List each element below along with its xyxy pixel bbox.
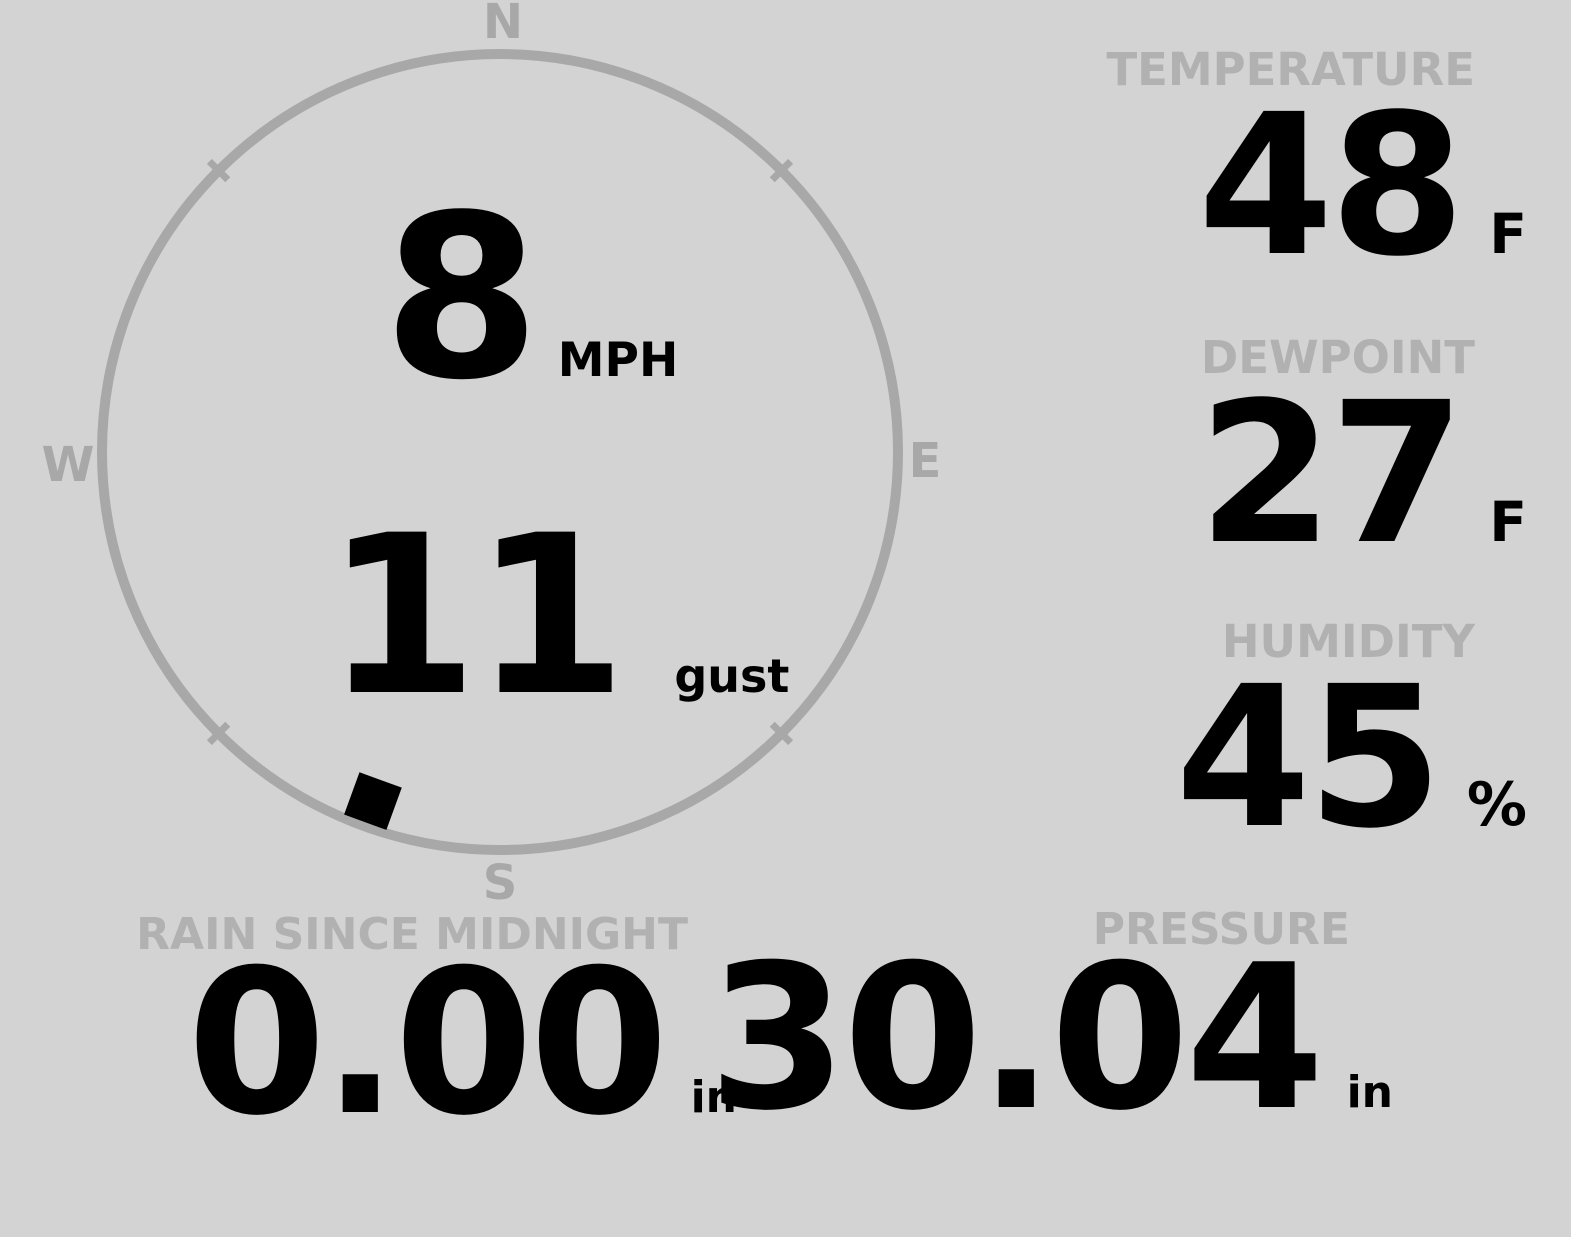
- wind-gust-value: 11: [325, 488, 627, 744]
- metric-pressure-unit: in: [1346, 1067, 1393, 1118]
- compass-label-north: N: [482, 0, 524, 50]
- metric-humidity: HUMIDITY 45%: [1175, 619, 1527, 855]
- wind-speed: 8 MPH: [383, 186, 678, 412]
- compass-tick-ne: [769, 158, 794, 183]
- wind-speed-unit: MPH: [557, 333, 679, 388]
- metric-humidity-value-row: 45%: [1175, 660, 1527, 855]
- metric-pressure-label: PRESSURE: [1092, 904, 1350, 955]
- wind-compass-dial: [97, 49, 903, 855]
- metric-dewpoint: DEWPOINT 27 F: [1198, 335, 1527, 571]
- metric-temperature-value-row: 48 F: [1106, 88, 1527, 283]
- compass-label-south: S: [482, 855, 518, 911]
- metric-temperature-label: TEMPERATURE: [1106, 43, 1475, 96]
- metric-dewpoint-value: 27: [1197, 360, 1465, 587]
- metric-humidity-value: 45: [1175, 644, 1442, 871]
- metric-rain-since-midnight: RAIN SINCE MIDNIGHT 0.00 in: [136, 913, 737, 1144]
- metric-rain-value: 0.00: [187, 927, 668, 1160]
- wind-gust: 11 gust: [325, 506, 789, 726]
- compass-tick-se: [769, 721, 794, 746]
- metric-humidity-unit: %: [1466, 770, 1527, 840]
- metric-rain-value-row: 0.00 in: [136, 944, 737, 1144]
- wind-speed-value: 8: [383, 167, 540, 430]
- compass-label-west: W: [41, 437, 95, 493]
- metric-temperature-value: 48: [1197, 72, 1465, 299]
- compass-label-east: E: [908, 433, 942, 489]
- compass-tick-nw: [206, 158, 231, 183]
- wind-direction-marker-group: [344, 772, 402, 830]
- metric-rain-label: RAIN SINCE MIDNIGHT: [136, 909, 688, 960]
- metric-dewpoint-label: DEWPOINT: [1200, 331, 1475, 384]
- compass-circle: [97, 49, 903, 855]
- metric-dewpoint-unit: F: [1489, 490, 1527, 554]
- metric-humidity-label: HUMIDITY: [1221, 615, 1475, 668]
- metric-rain-unit: in: [690, 1072, 737, 1123]
- metric-pressure-value: 30.04: [707, 922, 1325, 1155]
- compass-intercardinal-ticks: [206, 158, 794, 746]
- metric-temperature: TEMPERATURE 48 F: [1106, 47, 1527, 283]
- wind-direction-marker: [344, 772, 402, 830]
- wind-gust-unit: gust: [674, 649, 790, 703]
- metric-dewpoint-value-row: 27 F: [1198, 376, 1527, 571]
- metric-temperature-unit: F: [1489, 202, 1527, 266]
- compass-tick-sw: [206, 721, 231, 746]
- metric-pressure: PRESSURE 30.04 in: [708, 908, 1393, 1139]
- metric-pressure-value-row: 30.04 in: [708, 939, 1393, 1139]
